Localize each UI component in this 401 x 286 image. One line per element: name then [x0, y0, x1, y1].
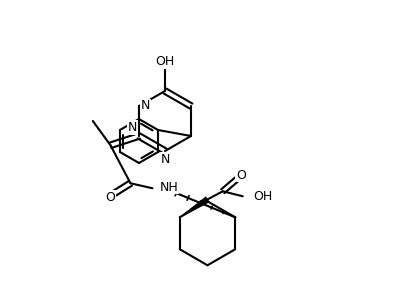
- Text: NH: NH: [159, 181, 178, 194]
- Text: N: N: [160, 153, 169, 166]
- Text: O: O: [105, 191, 115, 204]
- Polygon shape: [179, 196, 209, 218]
- Text: N: N: [141, 100, 150, 112]
- Text: OH: OH: [155, 55, 174, 69]
- Text: N: N: [128, 121, 137, 134]
- Text: O: O: [235, 169, 245, 182]
- Text: OH: OH: [252, 190, 271, 203]
